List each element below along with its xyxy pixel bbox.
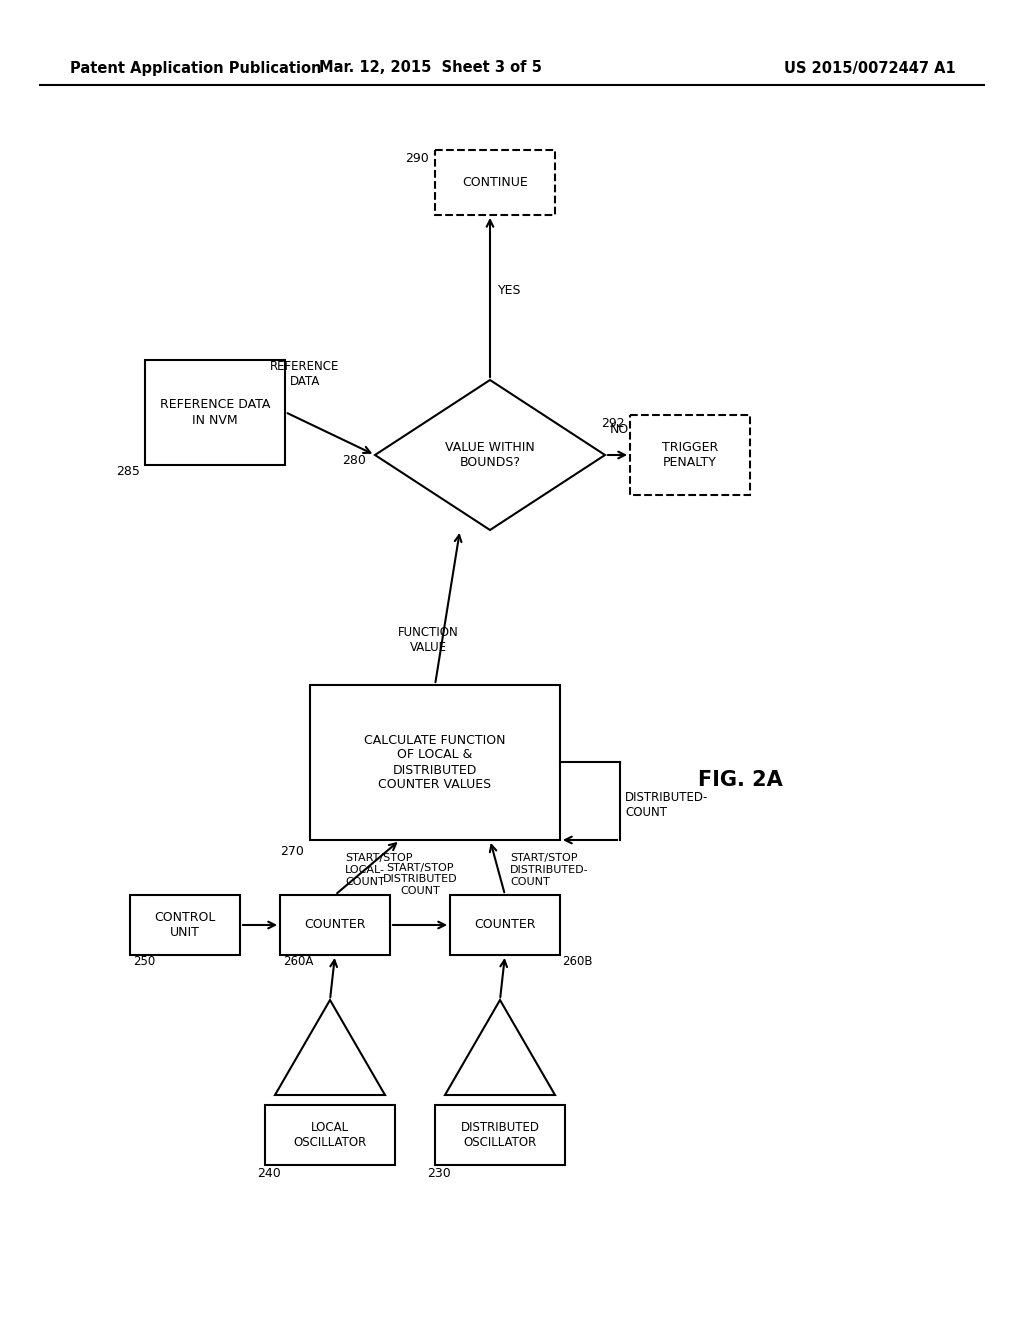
Text: REFERENCE
DATA: REFERENCE DATA [270,360,340,388]
Text: 240: 240 [257,1167,281,1180]
Text: NO: NO [610,422,630,436]
Text: US 2015/0072447 A1: US 2015/0072447 A1 [784,61,955,75]
Text: 290: 290 [406,152,429,165]
Text: COUNTER: COUNTER [304,919,366,932]
Polygon shape [275,1001,385,1096]
Text: TRIGGER
PENALTY: TRIGGER PENALTY [662,441,718,469]
Text: VALUE WITHIN
BOUNDS?: VALUE WITHIN BOUNDS? [445,441,535,469]
Text: 250: 250 [133,954,156,968]
Text: REFERENCE DATA
IN NVM: REFERENCE DATA IN NVM [160,399,270,426]
Bar [435,150,555,215]
Text: 230: 230 [427,1167,451,1180]
Text: FUNCTION
VALUE: FUNCTION VALUE [397,626,459,653]
Text: 285: 285 [116,465,140,478]
Bar [450,895,560,954]
Text: 270: 270 [281,845,304,858]
Bar [310,685,560,840]
Text: YES: YES [498,284,521,297]
Bar [280,895,390,954]
Text: CALCULATE FUNCTION
OF LOCAL &
DISTRIBUTED
COUNTER VALUES: CALCULATE FUNCTION OF LOCAL & DISTRIBUTE… [365,734,506,792]
Bar [145,360,285,465]
Text: 260B: 260B [562,954,593,968]
Text: DISTRIBUTED-
COUNT: DISTRIBUTED- COUNT [625,791,709,818]
Text: 280: 280 [342,454,366,466]
Text: FIG. 2A: FIG. 2A [697,770,782,789]
Text: CONTROL
UNIT: CONTROL UNIT [155,911,216,939]
Bar [265,1105,395,1166]
Text: Mar. 12, 2015  Sheet 3 of 5: Mar. 12, 2015 Sheet 3 of 5 [318,61,542,75]
Text: DISTRIBUTED
OSCILLATOR: DISTRIBUTED OSCILLATOR [461,1121,540,1148]
Bar [630,414,750,495]
Text: START/STOP
DISTRIBUTED
COUNT: START/STOP DISTRIBUTED COUNT [383,863,458,896]
Text: START/STOP
DISTRIBUTED-
COUNT: START/STOP DISTRIBUTED- COUNT [510,854,589,887]
Text: COUNTER: COUNTER [474,919,536,932]
Text: CONTINUE: CONTINUE [462,176,528,189]
Text: 260A: 260A [283,954,313,968]
Text: START/STOP
LOCAL-
COUNT: START/STOP LOCAL- COUNT [345,854,413,887]
Polygon shape [445,1001,555,1096]
Text: 292: 292 [601,417,625,430]
Text: Patent Application Publication: Patent Application Publication [70,61,322,75]
Text: LOCAL
OSCILLATOR: LOCAL OSCILLATOR [293,1121,367,1148]
Bar [435,1105,565,1166]
Polygon shape [375,380,605,531]
Bar [130,895,240,954]
